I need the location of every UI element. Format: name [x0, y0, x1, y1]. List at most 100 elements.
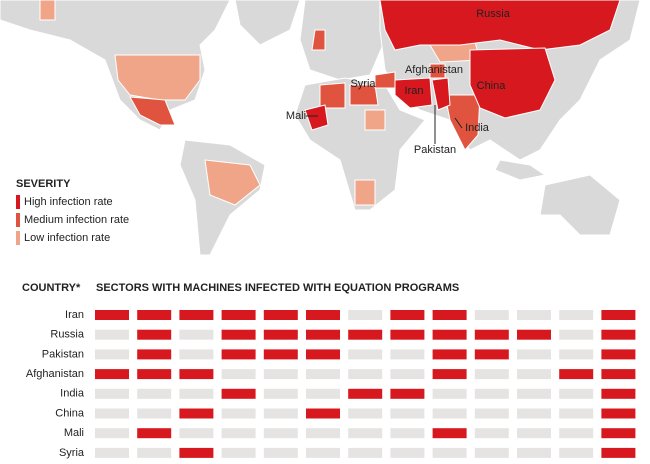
- cell: [95, 408, 129, 419]
- cell: [348, 447, 383, 458]
- cell: [601, 369, 636, 380]
- legend-label: Medium infection rate: [24, 214, 129, 226]
- cell: [559, 349, 594, 360]
- cell: [137, 388, 172, 399]
- cell: [432, 447, 467, 458]
- country-label: Pakistan: [414, 144, 456, 156]
- cell: [517, 369, 551, 380]
- cell: [559, 329, 594, 340]
- cell: [474, 428, 509, 439]
- cell: [432, 349, 467, 360]
- legend-swatch: [16, 231, 20, 245]
- cell: [221, 388, 256, 399]
- cell: [517, 428, 551, 439]
- cell: [601, 349, 636, 360]
- cell: [601, 408, 636, 419]
- cell: [517, 310, 551, 320]
- cell: [474, 369, 509, 380]
- cell: [390, 428, 425, 439]
- cell: [95, 388, 129, 399]
- cell: [517, 349, 551, 360]
- cell: [95, 369, 129, 380]
- row-label: China: [55, 407, 85, 419]
- cell: [179, 447, 214, 458]
- cell: [221, 349, 256, 360]
- country-label: India: [465, 122, 490, 134]
- cell: [348, 388, 383, 399]
- cell: [601, 329, 636, 340]
- cell: [390, 329, 425, 340]
- cell: [348, 310, 383, 320]
- cell: [517, 388, 551, 399]
- cell: [559, 408, 594, 419]
- row-label: Pakistan: [42, 348, 84, 360]
- cell: [179, 388, 214, 399]
- cell: [137, 329, 172, 340]
- row-label: Iran: [65, 309, 84, 321]
- cell: [474, 349, 509, 360]
- cell: [559, 447, 594, 458]
- cell: [517, 329, 551, 340]
- cell: [263, 447, 298, 458]
- country-label: Afghanistan: [405, 64, 463, 76]
- row-label: Afghanistan: [26, 368, 84, 380]
- cell: [390, 310, 425, 320]
- row-label: Syria: [59, 447, 85, 459]
- cell: [221, 310, 256, 320]
- medium-rate-countries: [129, 29, 481, 151]
- cell: [221, 428, 256, 439]
- row-label: Russia: [50, 329, 85, 341]
- legend-swatch: [16, 195, 20, 209]
- cell: [517, 408, 551, 419]
- cell: [559, 428, 594, 439]
- cell: [306, 349, 340, 360]
- cell: [221, 408, 256, 419]
- country-label: Russia: [476, 8, 511, 20]
- cell: [179, 329, 214, 340]
- cell: [137, 447, 172, 458]
- cell: [263, 388, 298, 399]
- cell: [348, 428, 383, 439]
- low-rate-countries: [39, 0, 481, 206]
- cell: [179, 428, 214, 439]
- cell: [137, 408, 172, 419]
- table-header: SECTORS WITH MACHINES INFECTED WITH EQUA…: [96, 282, 459, 294]
- cell: [601, 447, 636, 458]
- row-label: Mali: [64, 427, 84, 439]
- cell: [306, 408, 340, 419]
- cell: [390, 388, 425, 399]
- cell: [306, 447, 340, 458]
- country-label: Mali: [286, 110, 306, 122]
- cell: [474, 447, 509, 458]
- cell: [263, 369, 298, 380]
- country-label: Syria: [350, 78, 376, 90]
- cell: [348, 329, 383, 340]
- legend-label: High infection rate: [24, 196, 113, 208]
- cell: [95, 329, 129, 340]
- cell: [432, 310, 467, 320]
- cell: [474, 408, 509, 419]
- cell: [559, 369, 594, 380]
- cell: [432, 369, 467, 380]
- cell: [474, 388, 509, 399]
- legend-title: SEVERITY: [16, 178, 71, 190]
- cell: [306, 329, 340, 340]
- cell: [348, 349, 383, 360]
- cell: [348, 408, 383, 419]
- cell: [390, 447, 425, 458]
- cell: [390, 349, 425, 360]
- high-rate-countries: [304, 0, 621, 131]
- cell: [263, 408, 298, 419]
- cell: [263, 329, 298, 340]
- cell: [474, 329, 509, 340]
- cell: [263, 310, 298, 320]
- cell: [559, 388, 594, 399]
- cell: [306, 428, 340, 439]
- cell: [390, 408, 425, 419]
- cell: [263, 349, 298, 360]
- cell: [601, 428, 636, 439]
- legend-swatch: [16, 213, 20, 227]
- cell: [306, 310, 340, 320]
- cell: [179, 408, 214, 419]
